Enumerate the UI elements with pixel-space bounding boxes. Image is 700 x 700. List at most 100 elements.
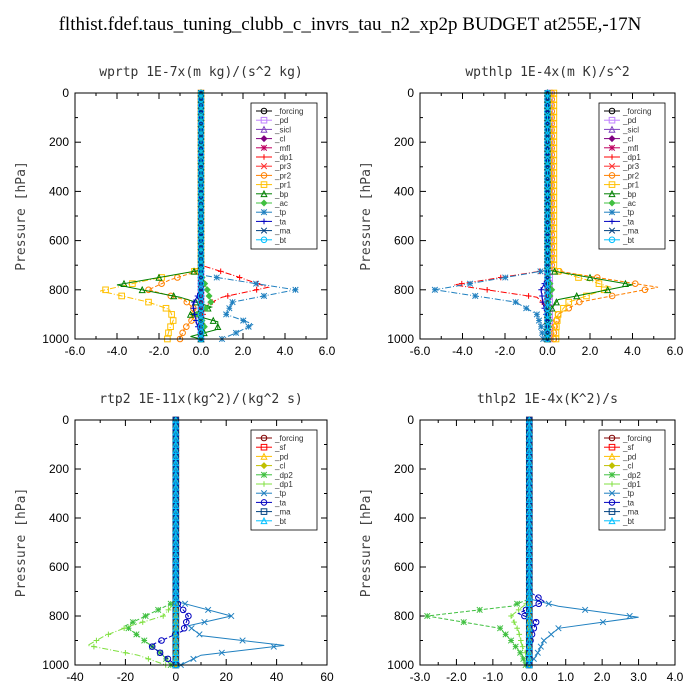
data-point xyxy=(544,145,551,152)
data-point xyxy=(223,311,230,318)
data-point xyxy=(197,169,205,177)
legend-marker xyxy=(260,462,268,470)
legend-marker xyxy=(260,125,268,133)
data-point xyxy=(197,120,205,128)
data-point xyxy=(167,600,174,607)
data-point xyxy=(544,206,551,214)
legend-marker xyxy=(608,452,616,460)
series-line xyxy=(434,93,548,340)
data-point xyxy=(537,268,544,275)
data-point xyxy=(583,292,590,300)
legend-marker xyxy=(608,443,616,451)
data-point xyxy=(525,293,532,299)
legend-item: _ac xyxy=(274,199,288,208)
data-point xyxy=(484,287,490,293)
data-point xyxy=(573,292,581,300)
legend-marker xyxy=(608,227,616,234)
series-bt xyxy=(544,89,551,343)
legend-marker xyxy=(608,181,616,188)
data-point xyxy=(197,218,205,226)
data-point xyxy=(544,225,551,232)
legend-item: _forcing xyxy=(274,107,303,116)
legend-marker xyxy=(608,144,616,151)
y-tick-label: 1000 xyxy=(387,658,414,672)
data-point xyxy=(102,286,109,294)
data-point xyxy=(539,329,546,337)
series-dp2 xyxy=(424,416,533,669)
x-tick-label: 1.0 xyxy=(557,670,574,684)
data-point xyxy=(550,188,558,195)
data-point xyxy=(245,323,252,330)
data-point xyxy=(252,280,260,287)
y-axis-label: Pressure [hPa] xyxy=(359,161,374,271)
data-point xyxy=(191,311,198,318)
data-point xyxy=(197,249,205,257)
panel-title: thlp2 1E-4x(K^2)/s xyxy=(477,392,618,407)
data-point xyxy=(641,286,649,294)
data-point xyxy=(197,151,205,158)
legend-marker xyxy=(609,154,615,160)
legend-marker xyxy=(608,471,616,478)
data-point xyxy=(519,643,526,650)
x-tick-label: 60 xyxy=(320,670,334,684)
data-point xyxy=(565,304,573,312)
data-point xyxy=(197,132,205,140)
data-point xyxy=(545,600,552,607)
data-point xyxy=(621,279,630,287)
data-point xyxy=(544,268,551,275)
legend-item: _ta xyxy=(622,217,635,226)
data-point xyxy=(575,274,582,281)
series-line xyxy=(124,420,177,666)
x-tick-label: 2.0 xyxy=(235,344,252,358)
data-point xyxy=(197,200,205,207)
legend-item: _ma xyxy=(622,508,639,517)
data-point xyxy=(122,649,129,656)
data-point xyxy=(544,95,551,103)
legend-marker xyxy=(260,434,268,442)
data-point xyxy=(550,108,558,115)
data-point xyxy=(197,163,205,171)
data-point xyxy=(550,157,558,164)
series-dp1 xyxy=(453,90,551,342)
legend-item: _sf xyxy=(274,443,286,452)
legend-item: _pr3 xyxy=(274,162,292,171)
data-point xyxy=(544,157,551,164)
plot-frame xyxy=(419,419,676,666)
legend-item: _mfl xyxy=(622,144,638,153)
data-point xyxy=(544,298,551,306)
data-point xyxy=(552,329,560,337)
data-point xyxy=(544,194,551,201)
data-point xyxy=(576,298,583,306)
data-point xyxy=(544,120,551,128)
legend-marker xyxy=(260,116,268,124)
chart-panel-2: wpthlp 1E-4x(m K)/s^2 Pressure [hPa] -6.0 -… xyxy=(359,65,684,358)
data-point xyxy=(550,255,558,263)
legend-item: _ta xyxy=(274,217,287,226)
legend-marker xyxy=(608,189,616,198)
data-point xyxy=(560,304,567,312)
data-point xyxy=(544,181,551,189)
data-point xyxy=(197,280,205,287)
plot-frame xyxy=(419,92,676,340)
data-point xyxy=(197,298,205,306)
legend-item: _cl xyxy=(622,135,633,144)
data-point xyxy=(162,304,170,312)
data-point xyxy=(197,206,205,214)
legend-item: _cl xyxy=(622,462,633,471)
data-point xyxy=(544,200,551,207)
x-tick-label: -2.0 xyxy=(495,344,516,358)
legend: _forcing_pd_sicl_cl_mfl_dp1_pr3_pr2_pr1_… xyxy=(598,102,666,250)
series-line xyxy=(86,420,177,666)
legend-item: _dp1 xyxy=(622,480,641,489)
data-point xyxy=(197,231,205,238)
x-tick-label: -4.0 xyxy=(107,344,128,358)
data-point xyxy=(550,95,558,103)
legend-item: _cl xyxy=(274,135,285,144)
data-point xyxy=(139,619,146,625)
data-point xyxy=(550,138,558,146)
legend-item: _sicl xyxy=(622,125,639,134)
data-point xyxy=(550,200,558,207)
data-point xyxy=(544,108,551,115)
data-point xyxy=(197,274,205,281)
